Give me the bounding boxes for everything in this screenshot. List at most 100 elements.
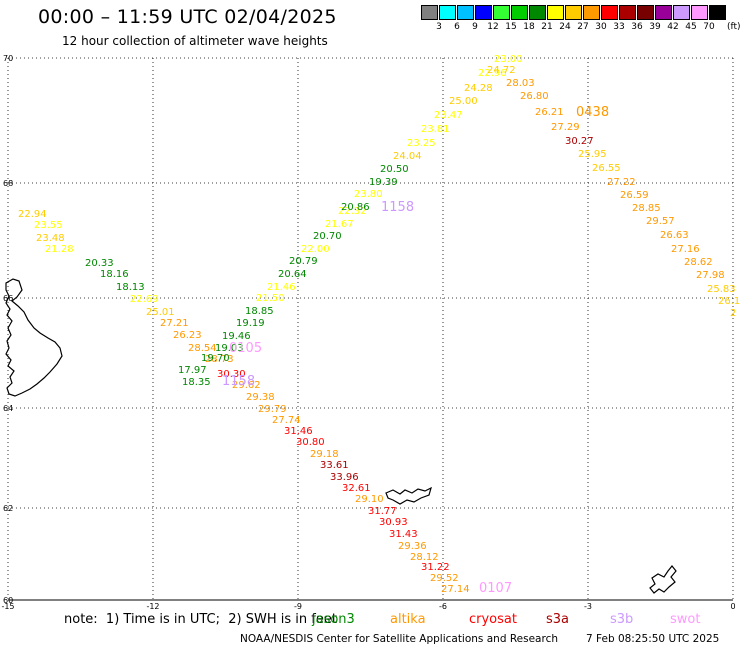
colorbar-swatch — [421, 5, 438, 20]
swh-label: 30.93 — [379, 517, 408, 528]
swh-label: 24.72 — [487, 65, 516, 76]
lat-lon-grid — [7, 57, 734, 601]
swh-label: 2 — [730, 308, 736, 319]
swh-label: 29.52 — [430, 573, 459, 584]
lat-tick-label: 70 — [3, 54, 13, 63]
swh-label: 26.21 — [535, 107, 564, 118]
colorbar-label: 6 — [454, 22, 460, 32]
swh-label: 22.96 — [478, 68, 507, 79]
colorbar-swatch — [439, 5, 456, 20]
page-title: 00:00 – 11:59 UTC 02/04/2025 — [38, 6, 337, 28]
swh-label: 25.01 — [146, 307, 175, 318]
lon-tick-label: -9 — [294, 602, 302, 610]
swh-label: 30.80 — [296, 437, 325, 448]
swh-label: 21.46 — [267, 282, 296, 293]
swh-label: 25.00 — [449, 96, 478, 107]
colorbar-swatch — [529, 5, 546, 20]
colorbar-swatch — [547, 5, 564, 20]
colorbar-swatch — [709, 5, 726, 20]
colorbar-swatch — [457, 5, 474, 20]
faroe-islands — [385, 486, 432, 505]
swh-label: 33.96 — [330, 472, 359, 483]
swh-label: 28.03 — [506, 78, 535, 89]
colorbar-label: 24 — [559, 22, 571, 32]
swh-label: 18.16 — [100, 269, 129, 280]
swh-label: 23.80 — [354, 189, 383, 200]
colorbar-label: 27 — [577, 22, 589, 32]
swh-label: 24.28 — [464, 83, 493, 94]
satellite-legend-item: jason3 — [312, 612, 355, 627]
coastlines — [5, 278, 677, 594]
swh-label: 29.38 — [246, 392, 275, 403]
note-text: note: 1) Time is in UTC; 2) SWH is in fe… — [64, 612, 337, 627]
swh-label: 23.00 — [494, 54, 523, 65]
axis-labels: -15 -12 -9 -6 -3 0 70 68 66 64 62 60 — [1, 54, 735, 610]
colorbar-label: 12 — [487, 22, 499, 32]
colorbar-label: 21 — [541, 22, 553, 32]
swh-label: 27.14 — [441, 584, 470, 595]
swh-label: 23.81 — [421, 124, 450, 135]
colorbar-label: 15 — [505, 22, 517, 32]
swh-label: 33.61 — [320, 460, 349, 471]
satellite-legend-item: altika — [390, 612, 426, 627]
lon-tick-label: -6 — [439, 602, 447, 610]
swh-label: 31.22 — [421, 562, 450, 573]
colorbar-swatch — [619, 5, 636, 20]
pass-time-label: 0107 — [479, 581, 512, 596]
swh-label: 24.04 — [393, 151, 422, 162]
pass-time-label: 1158 — [381, 200, 414, 215]
satellite-legend-item: cryosat — [469, 612, 517, 627]
colorbar-swatch — [691, 5, 708, 20]
swh-label: 28.54 — [188, 343, 217, 354]
swh-label: 28.85 — [632, 203, 661, 214]
swh-label: 19.03 — [215, 343, 244, 354]
footer-timestamp: 7 Feb 08:25:50 UTC 2025 — [586, 633, 720, 645]
colorbar-swatch — [601, 5, 618, 20]
iceland-coast — [5, 278, 63, 397]
swh-label: 30.30 — [217, 369, 246, 380]
swh-label: 20.86 — [341, 202, 370, 213]
lon-tick-label: 0 — [730, 602, 735, 610]
swh-label: 20.79 — [289, 256, 318, 267]
colorbar-label: 42 — [667, 22, 679, 32]
shetland-islands — [649, 565, 677, 594]
swh-label: 29.18 — [310, 449, 339, 460]
swh-label: 29.36 — [398, 541, 427, 552]
swh-label: 26.80 — [520, 91, 549, 102]
swh-label: 27.16 — [671, 244, 700, 255]
swh-label: 21.28 — [45, 244, 74, 255]
legend-row: note: 1) Time is in UTC; 2) SWH is in fe… — [0, 612, 740, 630]
lon-tick-label: -3 — [584, 602, 592, 610]
swh-label: 29.10 — [355, 494, 384, 505]
pass-time-label: 0438 — [576, 105, 609, 120]
footer-credit: NOAA/NESDIS Center for Satellite Applica… — [240, 633, 558, 645]
lat-tick-label: 66 — [3, 294, 13, 303]
lat-tick-label: 62 — [3, 504, 13, 513]
swh-label: 29.57 — [646, 216, 675, 227]
swh-label: 17.97 — [178, 365, 207, 376]
colorbar-label: 36 — [631, 22, 643, 32]
colorbar-label: 18 — [523, 22, 535, 32]
swh-label: 21.67 — [325, 219, 354, 230]
lat-tick-label: 60 — [3, 596, 13, 605]
swh-label: 19.39 — [369, 177, 398, 188]
swh-label: 27.22 — [607, 177, 636, 188]
colorbar-label: 70 — [703, 22, 715, 32]
swh-label: 18.85 — [245, 306, 274, 317]
swh-label: 31.43 — [389, 529, 418, 540]
swh-label: 25.83 — [707, 284, 736, 295]
swh-label: 26.55 — [592, 163, 621, 174]
colorbar-label: 30 — [595, 22, 607, 32]
swh-label: 22.69 — [130, 294, 159, 305]
page-subtitle: 12 hour collection of altimeter wave hei… — [62, 34, 328, 48]
swh-label: 28.62 — [684, 257, 713, 268]
swh-label: 19.46 — [222, 331, 251, 342]
colorbar-swatch — [565, 5, 582, 20]
satellite-legend-item: s3a — [546, 612, 570, 627]
pass-time-label: 1158 — [222, 374, 255, 389]
colorbar-label: 33 — [613, 22, 625, 32]
satellite-legend-item: swot — [670, 612, 701, 627]
swh-label: 20.64 — [278, 269, 307, 280]
swh-label: 29.79 — [258, 404, 287, 415]
swh-label: 23.25 — [407, 138, 436, 149]
